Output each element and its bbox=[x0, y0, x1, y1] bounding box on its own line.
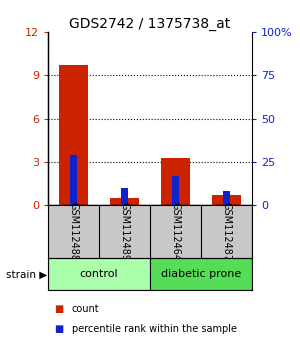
Bar bbox=[70, 155, 77, 205]
Bar bbox=[59, 65, 88, 205]
Title: GDS2742 / 1375738_at: GDS2742 / 1375738_at bbox=[69, 17, 231, 31]
Bar bbox=[161, 158, 190, 205]
Text: ■: ■ bbox=[54, 324, 63, 334]
Bar bbox=[150, 258, 252, 290]
Text: GSM112464: GSM112464 bbox=[170, 202, 181, 261]
Bar bbox=[223, 192, 230, 205]
Text: strain ▶: strain ▶ bbox=[6, 269, 47, 279]
Bar bbox=[172, 176, 179, 205]
Text: diabetic prone: diabetic prone bbox=[161, 269, 241, 279]
Text: GSM112487: GSM112487 bbox=[221, 202, 232, 262]
Text: percentile rank within the sample: percentile rank within the sample bbox=[72, 324, 237, 334]
Text: GSM112488: GSM112488 bbox=[68, 202, 79, 261]
Text: count: count bbox=[72, 304, 100, 314]
Bar bbox=[110, 198, 139, 205]
Bar bbox=[212, 195, 241, 205]
Text: control: control bbox=[80, 269, 118, 279]
Bar bbox=[48, 258, 150, 290]
Text: GSM112489: GSM112489 bbox=[119, 202, 130, 261]
Text: ■: ■ bbox=[54, 304, 63, 314]
Bar bbox=[121, 188, 128, 205]
